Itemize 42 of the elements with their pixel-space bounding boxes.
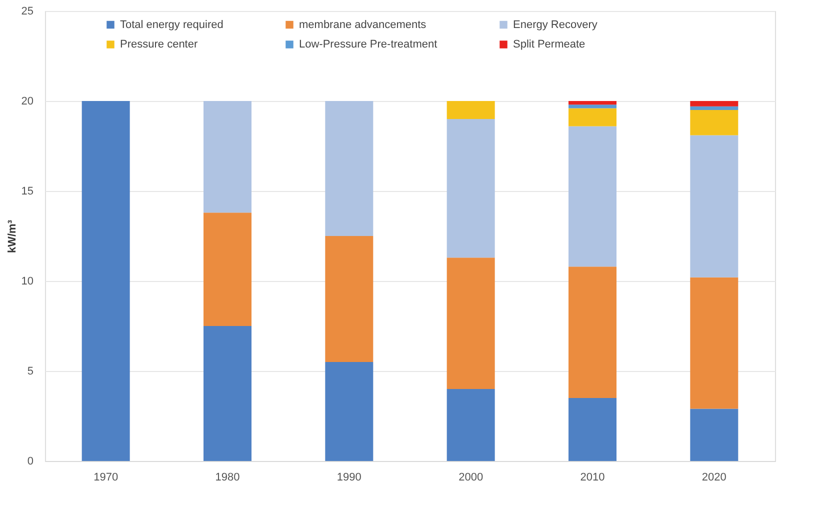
legend-label: membrane advancements: [299, 18, 427, 31]
bar: [568, 108, 616, 126]
bar: [568, 104, 616, 108]
y-tick-label: 0: [27, 456, 34, 468]
bar: [690, 106, 738, 110]
y-tick-label: 20: [21, 96, 34, 108]
bar: [446, 389, 495, 461]
bar: [446, 101, 495, 119]
x-tick-label: 2000: [458, 472, 484, 484]
legend-label: Total energy required: [120, 18, 224, 31]
bar: [690, 101, 738, 106]
bar: [568, 126, 616, 267]
legend-label: Energy Recovery: [513, 18, 598, 31]
x-tick-label: 2010: [580, 472, 605, 484]
bar: [204, 101, 252, 213]
y-tick-label: 15: [21, 186, 34, 198]
bar: [204, 326, 252, 461]
bar: [568, 266, 616, 398]
y-tick-label: 5: [27, 366, 34, 378]
bar: [325, 362, 374, 461]
y-tick-label: 10: [21, 276, 34, 288]
bar: [446, 258, 495, 389]
bar: [325, 101, 374, 236]
bar: [204, 212, 252, 326]
bar: [446, 119, 495, 258]
bar: [568, 398, 616, 461]
bar: [690, 408, 738, 461]
bar: [568, 101, 616, 105]
x-tick-label: 1970: [94, 472, 118, 484]
legend-label: Low-Pressure Pre-treatment: [299, 38, 438, 50]
bar: [690, 277, 738, 409]
bar: [690, 110, 738, 136]
x-tick-label: 1980: [215, 472, 240, 484]
bar: [325, 236, 374, 362]
legend-label: Pressure center: [120, 38, 198, 50]
legend-label: Split Permeate: [513, 38, 586, 50]
y-tick-label: 25: [21, 6, 34, 18]
bar: [82, 101, 130, 461]
x-tick-label: 1990: [336, 472, 362, 484]
y-axis-title: kW/m³: [6, 220, 18, 253]
x-tick-label: 2020: [702, 472, 726, 484]
bar: [690, 135, 738, 278]
